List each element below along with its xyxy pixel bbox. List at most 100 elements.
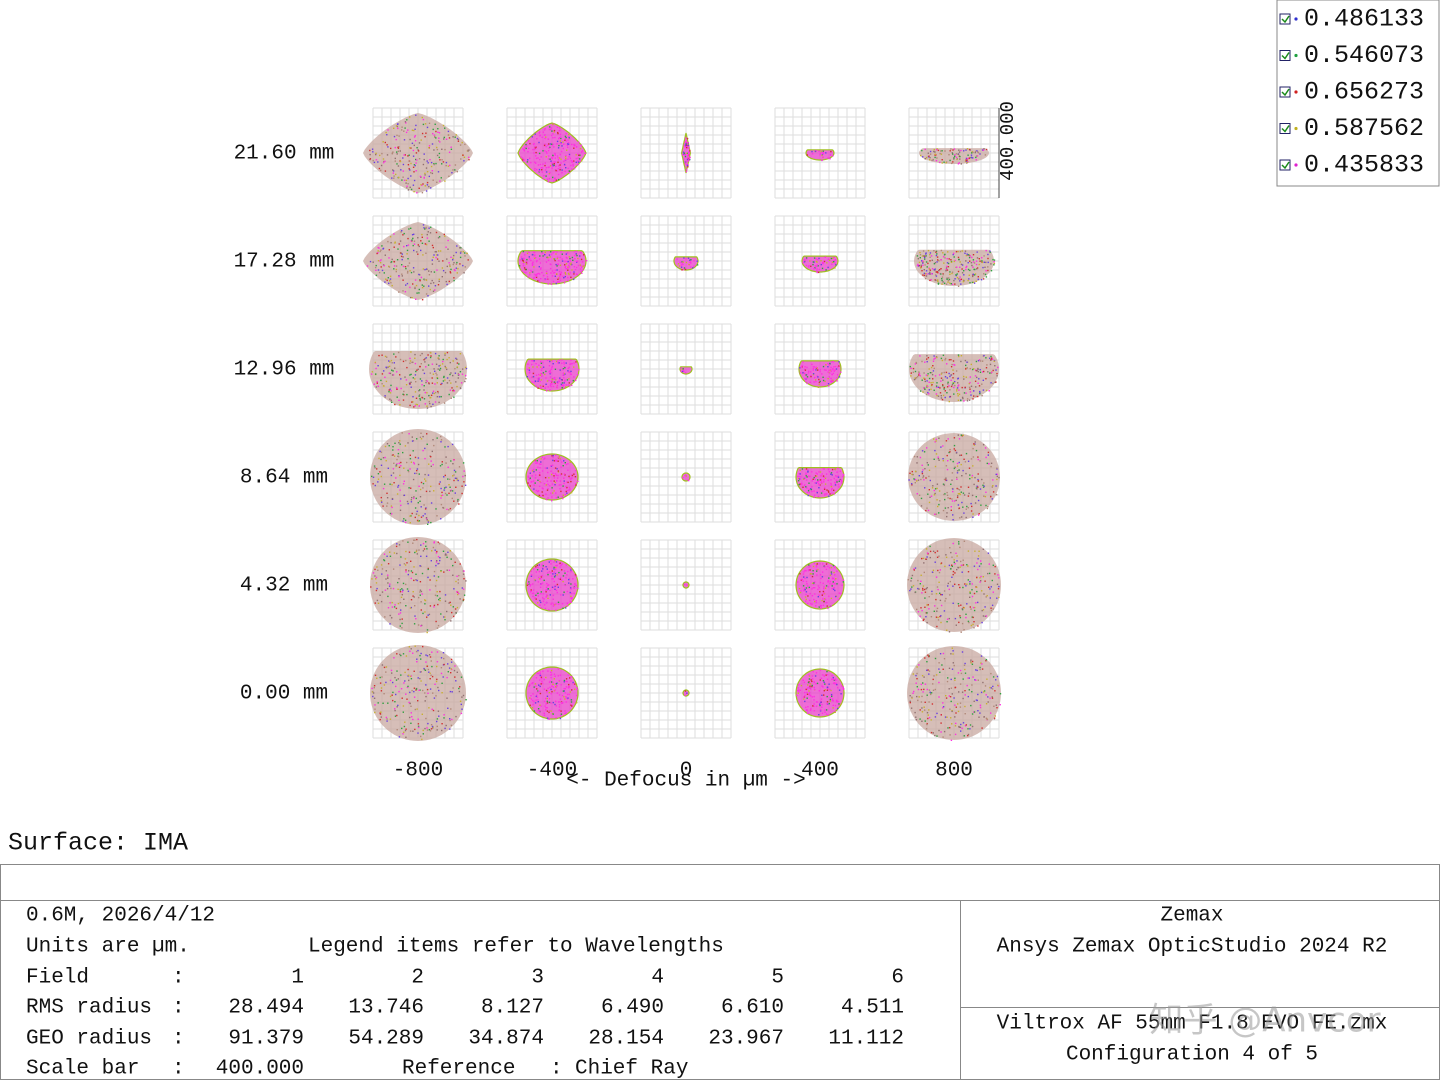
spot-ray xyxy=(522,265,525,267)
spot-ray xyxy=(953,386,955,389)
spot-ray xyxy=(936,586,939,588)
spot-ray xyxy=(537,380,539,382)
spot-ray xyxy=(946,377,948,379)
spot-ray xyxy=(437,603,439,606)
footer-file: Viltrox AF 55mm F1.8 EVO FE.zmx xyxy=(997,1013,1388,1036)
spot-ray xyxy=(388,282,390,284)
spot-ray xyxy=(407,502,409,505)
spot-ray xyxy=(539,485,541,487)
spot-ray xyxy=(396,259,399,261)
spot-ray xyxy=(403,130,405,132)
spot-ray xyxy=(924,597,926,599)
spot-ray xyxy=(570,363,572,365)
spot-ray xyxy=(428,185,430,188)
spot-ray xyxy=(543,598,545,600)
spot-ray xyxy=(836,570,838,572)
spot-ray xyxy=(951,564,953,566)
legend-checkbox[interactable] xyxy=(1279,159,1291,171)
spot-ray xyxy=(557,131,559,134)
spot-ray xyxy=(949,282,951,284)
spot-ray xyxy=(557,471,560,473)
spot-ray xyxy=(533,589,535,591)
spot-ray xyxy=(414,516,416,519)
spot-ray xyxy=(940,273,942,275)
spot-ray xyxy=(927,249,930,252)
spot-ray xyxy=(806,487,808,489)
spot-ray xyxy=(462,475,464,478)
spot-ray xyxy=(807,469,809,471)
spot-ray xyxy=(975,156,977,159)
spot-ray xyxy=(991,371,993,374)
spot-ray xyxy=(996,478,998,481)
spot-ray xyxy=(582,269,584,271)
spot-ray xyxy=(448,602,450,604)
spot-ray xyxy=(397,486,399,488)
spot-ray xyxy=(830,597,833,600)
spot-ray xyxy=(462,154,464,156)
spot-ray xyxy=(947,585,949,587)
spot-ray xyxy=(457,592,460,595)
spot-ray xyxy=(447,707,449,709)
spot-ray xyxy=(831,474,833,476)
spot-ray xyxy=(390,505,393,507)
spot-ray xyxy=(825,493,828,495)
spot-ray xyxy=(391,617,393,619)
spot-ray xyxy=(415,579,417,581)
spot-ray xyxy=(936,607,939,610)
spot-ray xyxy=(977,382,979,384)
spot-ray xyxy=(380,458,382,461)
legend-checkbox[interactable] xyxy=(1279,86,1291,98)
spot-ray xyxy=(421,286,424,289)
legend-checkbox[interactable] xyxy=(1279,123,1291,134)
spot-ray xyxy=(810,375,812,377)
spot-ray xyxy=(414,472,416,475)
spot-ray xyxy=(945,465,948,467)
spot-ray xyxy=(562,147,564,150)
spot-ray xyxy=(555,474,557,476)
spot-ray xyxy=(568,371,570,373)
spot-ray xyxy=(561,563,563,565)
spot-ray xyxy=(980,504,982,506)
spot-ray xyxy=(412,361,414,363)
spot-ray xyxy=(563,361,565,363)
spot-ray xyxy=(444,492,447,495)
spot-ray xyxy=(958,278,960,280)
spot-ray xyxy=(539,472,541,474)
spot-ray xyxy=(988,572,991,575)
spot-ray xyxy=(919,615,921,617)
spot-ray xyxy=(965,392,967,394)
spot-ray xyxy=(538,152,541,155)
spot-ray xyxy=(553,180,555,182)
spot-ray xyxy=(799,591,802,594)
spot-ray xyxy=(817,585,820,587)
spot-ray xyxy=(533,471,535,473)
spot-ray xyxy=(414,405,416,407)
spot-ray xyxy=(392,454,394,456)
spot-ray xyxy=(820,150,822,153)
spot-ray xyxy=(376,252,378,255)
spot-ray xyxy=(949,150,951,152)
spot-ray xyxy=(419,436,422,438)
spot-ray xyxy=(823,565,825,567)
spot-ray xyxy=(447,165,450,167)
spot-ray xyxy=(581,261,584,263)
spot-ray xyxy=(683,583,686,586)
spot-ray xyxy=(448,393,450,396)
spot-ray xyxy=(444,354,446,356)
spot-ray xyxy=(551,602,553,604)
spot-ray xyxy=(377,569,379,571)
spot-ray xyxy=(821,154,823,157)
legend-checkbox[interactable] xyxy=(1279,13,1291,25)
spot-ray xyxy=(807,372,810,374)
spot-ray xyxy=(956,496,959,499)
spot-ray xyxy=(950,259,952,261)
spot-ray xyxy=(450,256,452,258)
spot-ray xyxy=(959,517,961,519)
spot-ray xyxy=(550,563,552,565)
spot-ray xyxy=(555,460,557,462)
spot-ray xyxy=(393,455,396,457)
spot-ray xyxy=(926,462,928,464)
spot-ray xyxy=(528,369,531,371)
spot-ray xyxy=(436,591,438,593)
legend-checkbox[interactable] xyxy=(1279,50,1291,61)
